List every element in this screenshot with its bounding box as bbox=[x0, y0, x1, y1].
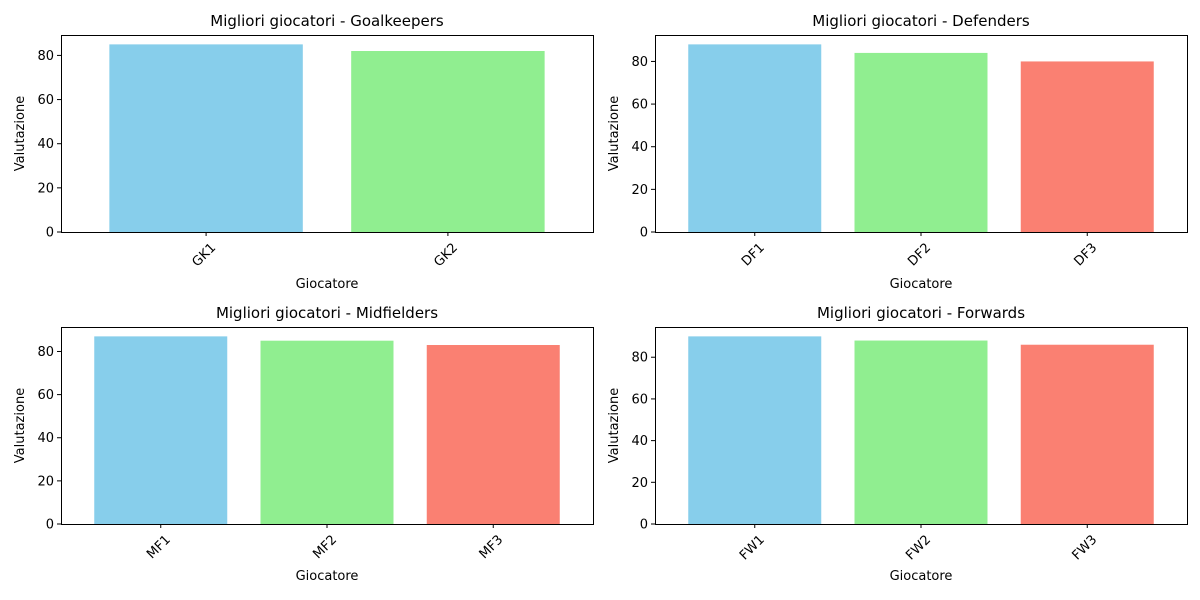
y-tick-label: 80 bbox=[631, 55, 648, 70]
x-tick-label: DF3 bbox=[1071, 240, 1100, 269]
y-tick-label: 60 bbox=[37, 93, 54, 108]
chart-panel-3: 0 20 40 60 80 MF1 MF2 MF3 Migliori giocatori - M… bbox=[13, 304, 594, 584]
chart-title: Migliori giocatori - Defenders bbox=[812, 12, 1030, 30]
x-tick-label: FW1 bbox=[737, 532, 768, 563]
chart-title: Migliori giocatori - Forwards bbox=[817, 304, 1025, 322]
chart-panel-1: 0 20 40 60 80 GK1 GK2 Migliori giocatori - Goal… bbox=[13, 12, 594, 292]
y-tick-label: 20 bbox=[37, 474, 54, 489]
x-axis-label: Giocatore bbox=[890, 277, 953, 292]
y-tick-label: 0 bbox=[640, 518, 648, 533]
y-tick-label: 80 bbox=[37, 49, 54, 64]
y-tick-label: 0 bbox=[46, 518, 54, 533]
y-tick-label: 20 bbox=[631, 183, 648, 198]
bar-gk2 bbox=[351, 51, 545, 232]
bar-fw2 bbox=[854, 340, 988, 524]
bar-mf2 bbox=[260, 340, 394, 524]
y-tick-label: 60 bbox=[37, 388, 54, 403]
chart-title: Migliori giocatori - Midfielders bbox=[216, 304, 438, 322]
chart-panel-4: 0 20 40 60 80 FW1 FW2 FW3 Migliori giocatori - F… bbox=[607, 304, 1188, 584]
y-tick-label: 60 bbox=[631, 98, 648, 113]
x-tick-label: DF2 bbox=[905, 240, 934, 269]
y-tick-label: 60 bbox=[631, 392, 648, 407]
x-tick-label: FW3 bbox=[1069, 532, 1100, 563]
x-axis-label: Giocatore bbox=[296, 569, 359, 584]
bar-fw1 bbox=[688, 336, 822, 524]
y-tick-label: 40 bbox=[631, 434, 648, 449]
y-axis-label: Valutazione bbox=[13, 96, 28, 171]
y-tick-label: 0 bbox=[46, 226, 54, 241]
y-axis-label: Valutazione bbox=[13, 388, 28, 463]
bar-mf3 bbox=[426, 345, 560, 524]
x-axis-label: Giocatore bbox=[890, 569, 953, 584]
y-tick-label: 40 bbox=[631, 140, 648, 155]
axes-frame bbox=[61, 35, 594, 233]
y-tick-label: 0 bbox=[640, 226, 648, 241]
bar-mf1 bbox=[94, 336, 228, 524]
bar-gk1 bbox=[109, 44, 303, 232]
y-tick-label: 40 bbox=[37, 431, 54, 446]
y-tick-label: 20 bbox=[37, 181, 54, 196]
x-tick-label: MF2 bbox=[310, 532, 340, 562]
bar-fw3 bbox=[1020, 344, 1154, 524]
bar-df1 bbox=[688, 44, 822, 232]
x-tick-label: DF1 bbox=[739, 240, 768, 269]
y-tick-label: 80 bbox=[631, 351, 648, 366]
y-tick-label: 80 bbox=[37, 345, 54, 360]
bar-df2 bbox=[854, 52, 988, 232]
x-axis-label: Giocatore bbox=[296, 277, 359, 292]
bar-df3 bbox=[1020, 61, 1154, 232]
x-tick-label: GK2 bbox=[431, 240, 461, 270]
y-axis-label: Valutazione bbox=[607, 388, 622, 463]
y-axis-label: Valutazione bbox=[607, 96, 622, 171]
chart-title: Migliori giocatori - Goalkeepers bbox=[210, 12, 444, 30]
chart-panel-2: 0 20 40 60 80 DF1 DF2 DF3 Migliori giocatori - D… bbox=[607, 12, 1188, 292]
x-tick-label: GK1 bbox=[190, 240, 220, 270]
y-tick-label: 40 bbox=[37, 137, 54, 152]
x-tick-label: FW2 bbox=[903, 532, 934, 563]
x-tick-label: MF1 bbox=[144, 532, 174, 562]
y-tick-label: 20 bbox=[631, 476, 648, 491]
x-tick-label: MF3 bbox=[477, 532, 507, 562]
